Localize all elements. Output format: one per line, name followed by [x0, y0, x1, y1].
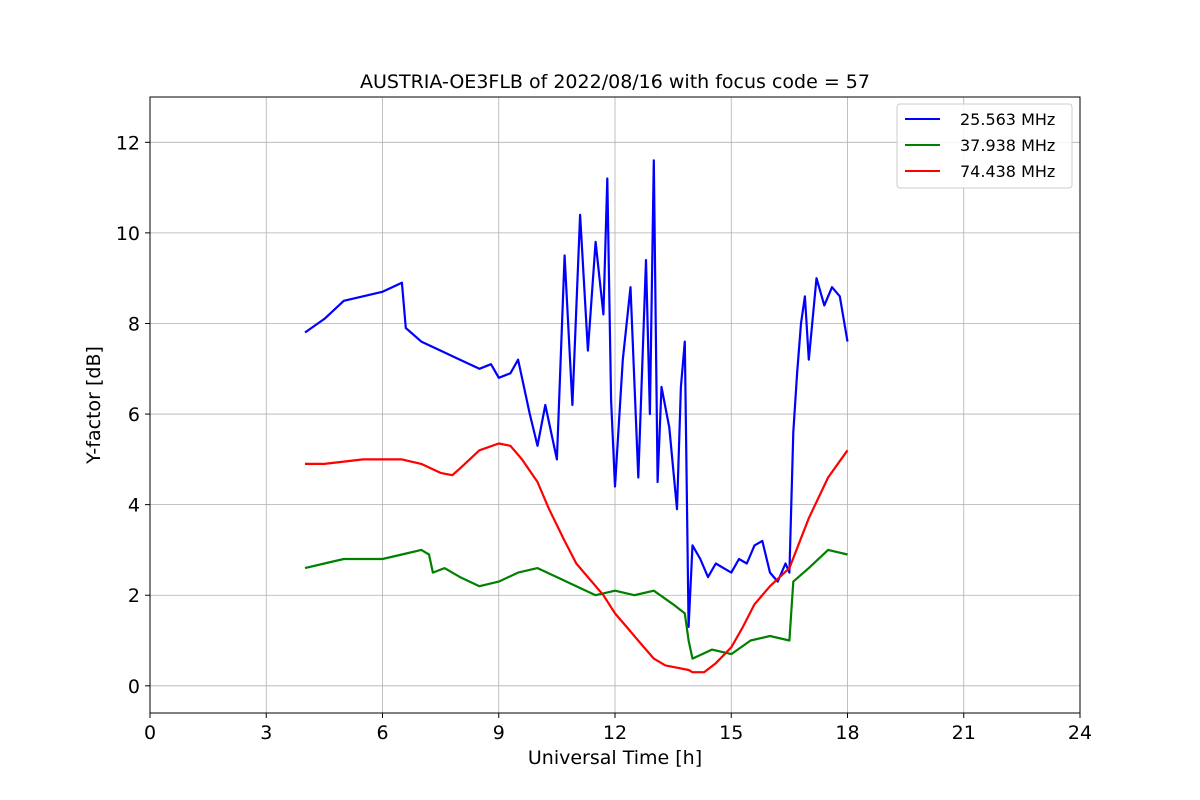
- x-tick-label: 21: [952, 722, 976, 744]
- x-tick-label: 9: [493, 722, 505, 744]
- plot-series: [304, 159, 849, 674]
- y-axis-ticks: 0 2 4 6 8 10 12: [116, 132, 150, 698]
- series-line-3: [305, 442, 849, 674]
- legend-label-1: 25.563 MHz: [960, 110, 1055, 129]
- y-tick-label: 6: [128, 404, 140, 426]
- y-tick-label: 2: [128, 585, 140, 607]
- x-tick-label: 12: [603, 722, 627, 744]
- x-tick-label: 15: [719, 722, 743, 744]
- y-axis-label: Y-factor [dB]: [83, 346, 105, 465]
- x-tick-label: 6: [376, 722, 388, 744]
- x-tick-label: 3: [260, 722, 272, 744]
- y-tick-label: 12: [116, 132, 140, 154]
- x-tick-label: 24: [1068, 722, 1092, 744]
- legend-label-3: 74.438 MHz: [960, 162, 1055, 181]
- x-tick-label: 18: [835, 722, 859, 744]
- x-axis-label: Universal Time [h]: [528, 747, 702, 769]
- y-tick-label: 8: [128, 313, 140, 335]
- series-line-1: [304, 159, 849, 629]
- x-tick-label: 0: [144, 722, 156, 744]
- legend-box: [896, 103, 1073, 189]
- chart-title: AUSTRIA-OE3FLB of 2022/08/16 with focus …: [360, 71, 870, 93]
- legend: 25.563 MHz 37.938 MHz 74.438 MHz: [896, 103, 1073, 189]
- x-axis-ticks: 0 3 6 9 12 15 18 21 24: [144, 713, 1092, 744]
- y-tick-label: 4: [128, 495, 140, 517]
- legend-label-2: 37.938 MHz: [960, 136, 1055, 155]
- y-tick-label: 10: [116, 223, 140, 245]
- y-tick-label: 0: [128, 676, 140, 698]
- series-line-2: [304, 548, 848, 660]
